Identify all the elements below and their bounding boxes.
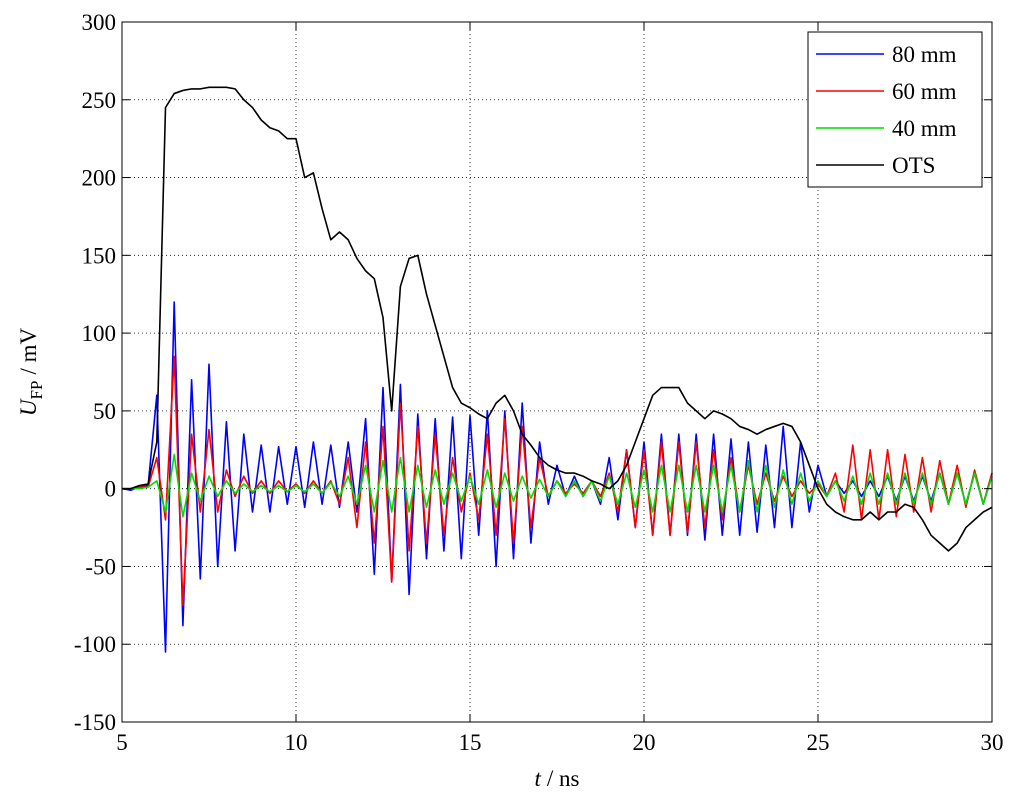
series-line (122, 453, 993, 518)
axes-box (121, 21, 993, 723)
legend-box (807, 31, 983, 188)
x-tick-label: 30 (981, 730, 1004, 755)
legend-label: 80 mm (892, 42, 957, 67)
y-tick-label: 250 (82, 88, 117, 113)
x-tick-label: 15 (459, 730, 482, 755)
x-label-unit: / ns (547, 766, 580, 791)
legend: 80 mm 60 mm 40 mm OTS (807, 31, 983, 188)
legend-label: 60 mm (892, 79, 957, 104)
legend-label: OTS (892, 153, 935, 178)
x-axis-label: t / ns (535, 766, 580, 791)
series-line (122, 86, 993, 552)
x-tick-label: 10 (285, 730, 308, 755)
y-tick-label: 50 (93, 399, 116, 424)
y-axis-label: UFP / mV (16, 328, 46, 417)
y-tick-label: 0 (105, 477, 117, 502)
y-tick-label: -50 (85, 554, 116, 579)
x-label-symbol: t (535, 766, 542, 791)
x-tick-label: 20 (633, 730, 656, 755)
y-label-subscript: FP (27, 381, 46, 400)
y-label-unit: / mV (16, 328, 41, 375)
ticks: 5 10 15 20 25 30 -150 -100 -50 0 50 100 150 200 250 300 (74, 10, 1004, 755)
y-tick-label: -100 (74, 632, 116, 657)
y-tick-label: 150 (82, 243, 117, 268)
x-tick-label: 5 (116, 730, 128, 755)
y-tick-label: 200 (82, 166, 117, 191)
y-tick-label: 300 (82, 10, 117, 35)
y-tick-label: -150 (74, 710, 116, 735)
plot-lines (121, 86, 993, 653)
y-tick-label: 100 (82, 321, 117, 346)
x-tick-label: 25 (807, 730, 830, 755)
y-label-symbol: U (16, 398, 41, 416)
legend-label: 40 mm (892, 116, 957, 141)
